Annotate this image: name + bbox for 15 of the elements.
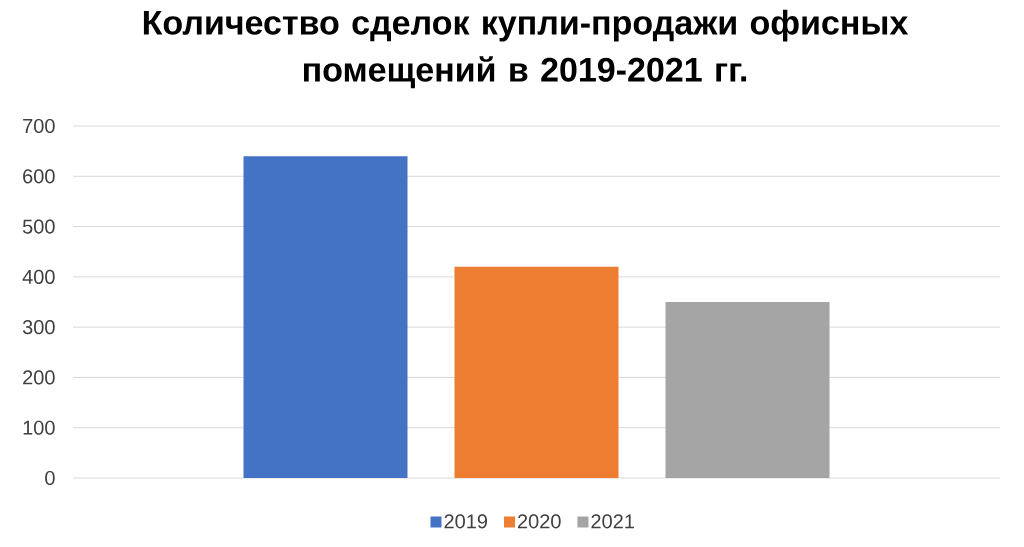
bar	[243, 156, 408, 478]
legend-label: 2019	[444, 514, 488, 529]
chart-title: Количество сделок купли-продажи офисных помещений в 2019-2021 гг.	[143, 9, 909, 89]
legend-label: 2020	[517, 514, 561, 529]
y-tick-label: 300	[22, 320, 55, 335]
y-tick-label: 600	[23, 169, 55, 184]
y-tick-label: 700	[23, 118, 55, 134]
bar	[454, 266, 619, 478]
y-tick-label: 400	[22, 269, 55, 284]
y-tick-label: 200	[23, 370, 55, 385]
bar	[665, 302, 830, 478]
legend-label: 2021	[591, 514, 634, 529]
y-tick-label: 0	[45, 470, 55, 486]
y-tick-label: 100	[23, 420, 55, 435]
y-tick-label: 500	[22, 219, 55, 234]
